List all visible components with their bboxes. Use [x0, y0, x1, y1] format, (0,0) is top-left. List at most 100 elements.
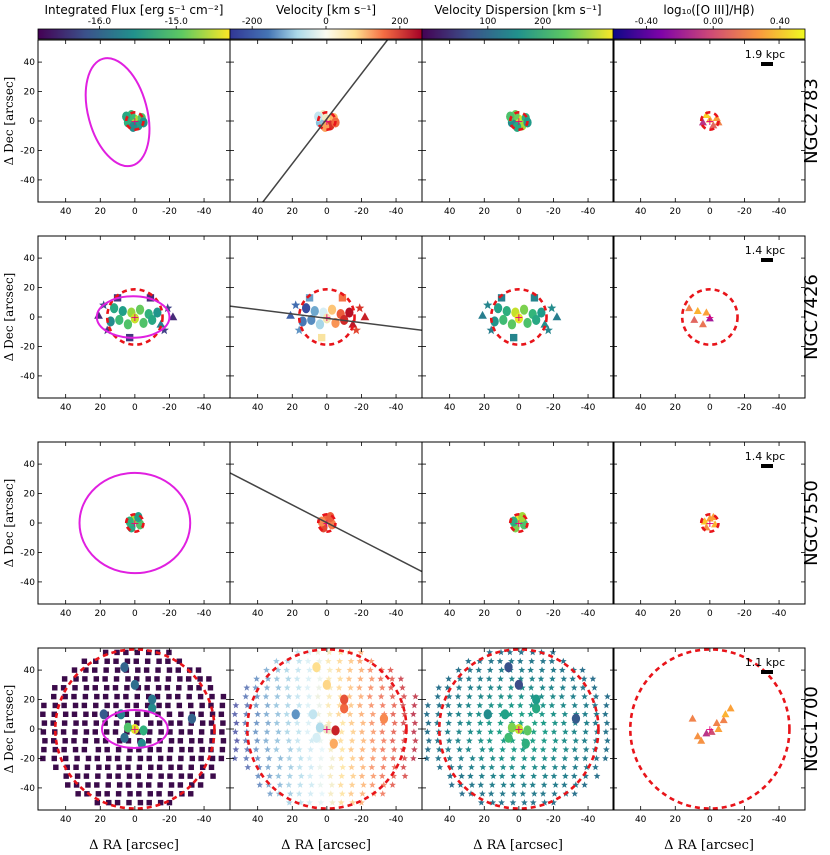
spaxel-marker — [156, 658, 162, 664]
spaxel-marker — [446, 772, 454, 779]
data-point — [483, 709, 492, 720]
spaxel-marker — [304, 728, 311, 735]
spaxel-marker — [500, 781, 507, 788]
spaxel-marker — [592, 693, 600, 700]
spaxel-marker — [370, 728, 377, 735]
spaxel-marker — [243, 701, 251, 709]
spaxel-marker — [284, 675, 292, 682]
spaxel-marker — [356, 657, 364, 665]
spaxel-marker — [186, 693, 192, 700]
scalebar-label: 1.4 kpc — [745, 244, 785, 257]
spaxel-marker — [379, 701, 387, 709]
spaxel-marker — [305, 675, 312, 682]
spaxel-marker — [476, 701, 484, 709]
panel-ngc2783-4: +40 20 0 -20 -40 1.9 kpc — [612, 39, 806, 217]
data-point — [312, 662, 321, 673]
aperture-circle — [105, 288, 164, 346]
x-axis-label: Δ RA [arcsec] — [281, 838, 371, 853]
spaxel-marker — [112, 685, 119, 691]
spaxel-marker — [85, 755, 92, 762]
spaxel-marker — [71, 693, 77, 700]
spaxel-marker — [539, 684, 546, 691]
spaxel-marker — [41, 720, 48, 726]
spaxel-marker — [458, 790, 466, 797]
spaxel-marker — [145, 738, 152, 744]
spaxel-marker — [327, 790, 335, 797]
spaxel-marker — [400, 719, 407, 726]
spaxel-marker — [114, 755, 121, 762]
spaxel-marker — [324, 657, 332, 665]
spaxel-marker — [166, 799, 173, 806]
spaxel-marker — [295, 728, 303, 735]
spaxel-marker — [500, 737, 507, 744]
x-tick-label: 0 — [132, 403, 138, 413]
colorbar-tick-label: 0.40 — [770, 17, 790, 27]
spaxel-marker — [93, 720, 100, 726]
x-tick-label: 40 — [635, 207, 647, 217]
data-point — [106, 316, 115, 327]
spaxel-marker — [581, 737, 588, 744]
spaxel-marker — [456, 746, 463, 753]
spaxel-marker — [52, 685, 58, 691]
spaxel-marker — [338, 728, 346, 735]
data-point — [291, 300, 301, 310]
spaxel-marker — [95, 773, 101, 779]
spaxel-marker — [85, 782, 91, 788]
spaxel-marker — [349, 754, 356, 762]
spaxel-points — [291, 662, 389, 749]
colorbar-title: Velocity [km s⁻¹] — [276, 3, 376, 17]
spaxel-marker — [220, 720, 226, 726]
spaxel-marker — [73, 764, 79, 771]
spaxel-marker — [558, 693, 566, 700]
x-tick-label: 0 — [324, 609, 330, 619]
spaxel-marker — [591, 701, 599, 709]
center-cross: + — [322, 311, 331, 324]
spaxel-marker — [571, 790, 579, 797]
ratio-point — [712, 718, 721, 727]
spaxel-marker — [337, 754, 345, 762]
spaxel-marker — [529, 799, 537, 806]
spaxel-marker — [284, 701, 292, 709]
spaxel-marker — [520, 763, 527, 771]
spaxel-marker — [219, 746, 226, 753]
colorbar-gradient — [421, 28, 615, 40]
spaxel-marker — [529, 648, 537, 656]
spaxel-marker — [317, 737, 324, 744]
spaxel-marker — [318, 746, 326, 753]
data-point — [102, 325, 112, 335]
spaxel-marker — [263, 728, 271, 735]
spaxel-marker — [71, 667, 78, 673]
spaxel-marker — [529, 781, 537, 788]
spaxel-marker — [530, 772, 538, 779]
spaxel-marker — [295, 746, 303, 753]
spaxel-marker — [293, 675, 301, 682]
ratio-point — [685, 303, 694, 312]
spaxel-marker — [275, 728, 282, 735]
spaxel-marker — [367, 657, 375, 665]
spaxel-marker — [284, 657, 292, 665]
x-tick-label: 40 — [252, 815, 264, 825]
spaxel-marker — [401, 754, 408, 762]
spaxel-marker — [530, 728, 538, 735]
spaxel-marker — [444, 701, 452, 709]
data-point — [345, 307, 354, 318]
spaxel-marker — [326, 710, 334, 718]
data-point — [298, 316, 307, 327]
isophote-ellipse — [78, 471, 192, 575]
spaxel-marker — [264, 675, 272, 682]
data-point — [153, 307, 162, 318]
spaxel-marker — [348, 781, 356, 788]
spaxel-marker — [286, 772, 294, 779]
spaxel-marker — [72, 702, 79, 709]
spaxel-points — [286, 294, 370, 342]
spaxel-marker — [570, 684, 578, 691]
spaxel-marker — [433, 719, 441, 726]
spaxel-marker — [367, 684, 375, 691]
data-point — [504, 662, 513, 673]
data-point — [483, 300, 493, 310]
spaxel-marker — [456, 701, 463, 709]
ratio-point — [714, 724, 723, 732]
data-point — [379, 713, 389, 724]
data-point — [301, 303, 311, 314]
spaxel-marker — [305, 719, 312, 726]
